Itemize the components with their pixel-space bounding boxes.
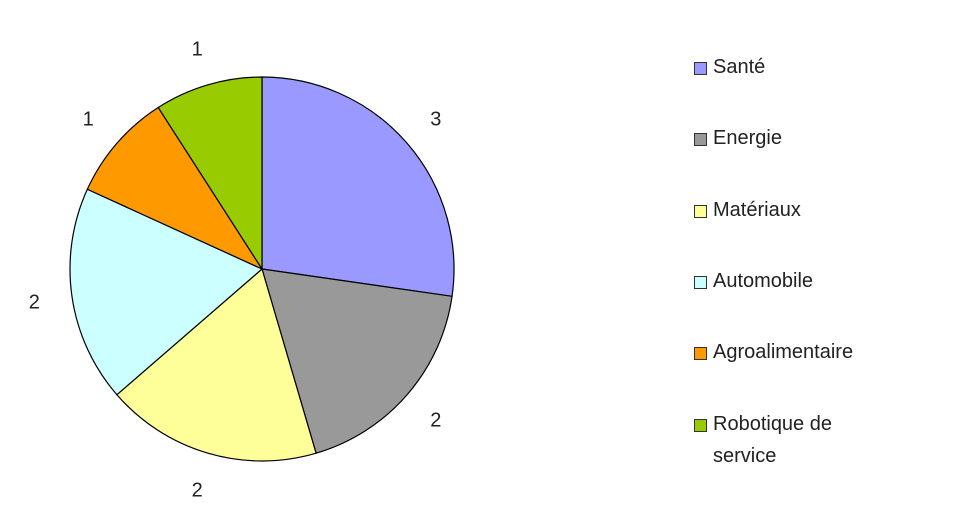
legend-item-automobile: Automobile	[694, 269, 893, 297]
legend-item-agroalimentaire: Agroalimentaire	[694, 340, 893, 368]
data-label-energie: 2	[430, 410, 441, 432]
legend-label-materiaux: Matériaux	[713, 199, 801, 221]
data-label-automobile: 2	[29, 292, 40, 314]
pie-slice-agroalimentaire	[86, 106, 264, 271]
legend-label-agroalimentaire: Agroalimentaire	[713, 341, 854, 363]
legend-swatch-materiaux	[694, 205, 707, 218]
data-label-robotique-de-service: 1	[192, 38, 203, 60]
pie-slice-sante	[261, 76, 455, 298]
data-label-agroalimentaire: 1	[83, 108, 94, 130]
legend-swatch-sante	[694, 62, 707, 75]
pie-slice-automobile	[69, 188, 264, 396]
legend-label-sante: Santé	[713, 56, 766, 78]
pie-slice-energie	[261, 268, 453, 454]
legend-label-robotique-de-service: Robotique de service	[713, 413, 832, 467]
legend-label-energie: Energie	[713, 127, 782, 149]
legend-swatch-robotique-de-service	[694, 419, 707, 432]
legend-swatch-automobile	[694, 276, 707, 289]
pie-slice-robotique-de-service	[157, 76, 263, 272]
pie-slice-materiaux	[116, 267, 317, 462]
legend-item-energie: Energie	[694, 126, 893, 154]
legend-label-automobile: Automobile	[713, 270, 814, 292]
legend-swatch-agroalimentaire	[694, 347, 707, 360]
legend-item-materiaux: Matériaux	[694, 198, 893, 226]
legend-swatch-energie	[694, 133, 707, 146]
legend-item-robotique-de-service: Robotique de service	[694, 412, 893, 472]
data-label-sante: 3	[430, 108, 441, 130]
legend-item-sante: Santé	[694, 55, 893, 83]
data-label-materiaux: 2	[192, 480, 203, 502]
